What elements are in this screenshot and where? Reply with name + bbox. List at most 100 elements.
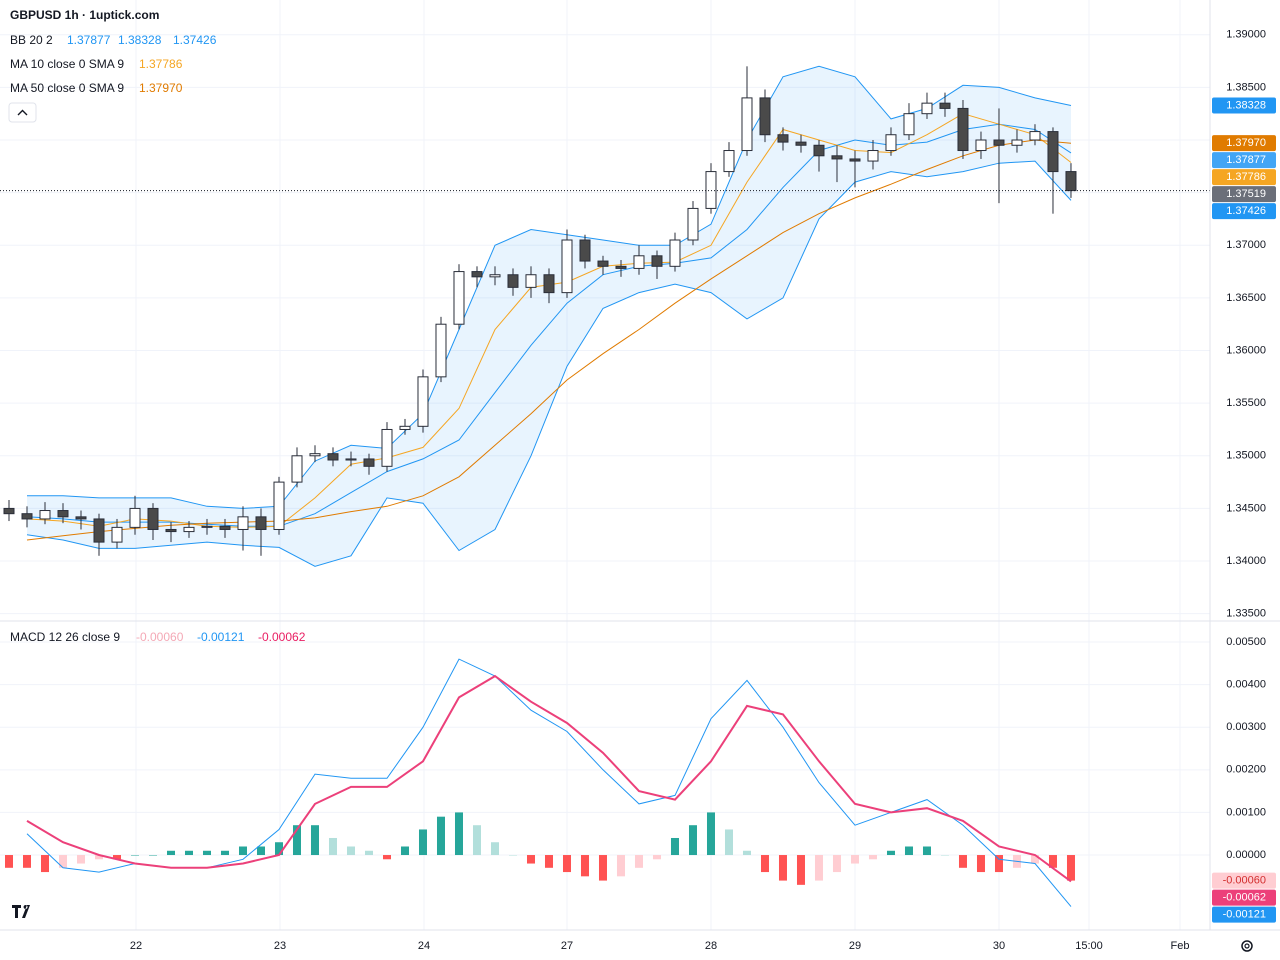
candle-body [1029, 131, 1041, 141]
candle-body [93, 518, 105, 543]
band-upper [27, 65, 1072, 509]
candle-body [255, 516, 267, 530]
settings-icon-core[interactable] [1244, 943, 1250, 949]
candle-body [543, 274, 555, 294]
candle-body [3, 507, 15, 515]
histogram-bar [526, 855, 535, 864]
price-tag-label: -0.00062 [1223, 891, 1266, 903]
histogram-bar [1030, 855, 1039, 864]
band-lower [26, 160, 1072, 567]
candle-body [435, 323, 447, 378]
histogram-bar [994, 855, 1003, 873]
y-tick-label: 0.00200 [1226, 764, 1266, 776]
y-tick-label: 0.00100 [1226, 806, 1266, 818]
x-tick-label: 28 [705, 940, 717, 952]
histogram-bar [202, 850, 211, 856]
y-tick-label: 1.36000 [1226, 344, 1266, 356]
histogram-bar [922, 846, 931, 856]
legend-value: -0.00060 [136, 630, 184, 644]
price-tag [1212, 152, 1276, 169]
histogram-bar [508, 855, 517, 856]
candle-body [903, 113, 915, 136]
candle-body [327, 453, 339, 461]
legend-value: 1.38328 [118, 33, 162, 47]
histogram-bar [724, 829, 733, 856]
candle-body [237, 516, 249, 530]
histogram-bar [958, 855, 967, 868]
legend-value: 1.37970 [139, 81, 183, 95]
y-tick-label: 1.38500 [1226, 81, 1266, 93]
histogram-bar [40, 855, 49, 873]
y-tick-label: 0.00400 [1226, 679, 1266, 691]
x-tick-label: 30 [993, 940, 1005, 952]
candle-body [273, 481, 285, 530]
y-tick-label: 1.34500 [1226, 502, 1266, 514]
candle-body [687, 207, 699, 241]
candle-body [1065, 171, 1077, 192]
histogram-bar [814, 855, 823, 881]
legend-value: 1.37877 [67, 33, 111, 47]
histogram-bar [148, 855, 157, 856]
histogram-bar [598, 855, 607, 881]
logo-mark[interactable] [12, 905, 30, 918]
legend-name[interactable]: MA 50 close 0 SMA 9 [10, 81, 124, 95]
price-tag-label: 1.37786 [1226, 171, 1266, 183]
histogram-bar [976, 855, 985, 873]
legend-name[interactable]: BB 20 2 [10, 33, 53, 47]
collapse-button[interactable] [8, 102, 37, 123]
x-tick-label: 23 [274, 940, 286, 952]
axes: 22 23 24 27 28 29 30 15:00 Feb 1.33500 1.34000 1.34… [130, 29, 1276, 952]
histogram-bar [580, 855, 589, 877]
candle-body [75, 516, 87, 520]
legend-value: 1.37426 [173, 33, 217, 47]
price-tag-label: 1.37970 [1226, 137, 1266, 149]
histogram-bar [652, 855, 661, 860]
histogram-bar [904, 846, 913, 856]
legend-name[interactable]: MA 10 close 0 SMA 9 [10, 57, 124, 71]
legend: GBPUSD 1h · 1uptick.com BB 20 2 1.37877 … [8, 8, 306, 644]
y-tick-label: 1.36500 [1226, 292, 1266, 304]
price-tag-label: -0.00060 [1223, 874, 1266, 886]
candle-body [21, 513, 33, 520]
collapse-icon[interactable] [17, 109, 28, 116]
candle-body [921, 102, 933, 115]
candle-body [633, 255, 645, 269]
settings-icon[interactable] [1241, 940, 1253, 952]
y-tick-label: 1.34000 [1226, 555, 1266, 567]
legend-name[interactable]: MACD 12 26 close 9 [10, 630, 120, 644]
histogram-bar [274, 842, 283, 856]
price-tag [1212, 186, 1276, 203]
histogram-bar [346, 846, 355, 856]
candle-body [705, 171, 717, 209]
price-tag [1212, 872, 1276, 889]
candle-body [471, 271, 483, 278]
price-tag [1212, 135, 1276, 152]
logo[interactable] [8, 898, 38, 924]
settings[interactable] [1241, 940, 1253, 952]
histogram-bar [778, 855, 787, 881]
histogram-bar [454, 812, 463, 856]
histogram-bar [670, 837, 679, 856]
price-tag [1212, 203, 1276, 220]
candle-body [417, 376, 429, 427]
logo-bg[interactable] [8, 898, 38, 924]
candle-body [507, 274, 519, 288]
candle-body [147, 507, 159, 530]
y-tick-label: 1.35500 [1226, 397, 1266, 409]
candle-body [57, 510, 69, 518]
candle-body [651, 255, 663, 267]
price-tag-label: 1.37877 [1226, 154, 1266, 166]
histogram-bar [886, 850, 895, 856]
histogram-bar [544, 855, 553, 868]
candle-body [561, 239, 573, 294]
candle-body [597, 260, 609, 267]
histogram-bar [850, 855, 859, 864]
histogram-bar [688, 825, 697, 856]
histogram-bar [94, 855, 103, 860]
candle-body [291, 455, 303, 483]
candle-body [867, 150, 879, 162]
candle-body [759, 97, 771, 136]
candle-body [39, 510, 51, 520]
